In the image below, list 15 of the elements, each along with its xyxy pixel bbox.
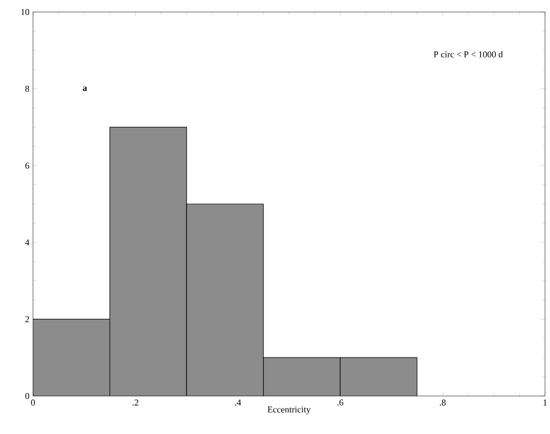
y-tick-label: 2 (25, 316, 29, 322)
x-tick-label: .8 (440, 400, 446, 406)
x-tick-label: .4 (235, 400, 242, 406)
annotation: a (82, 86, 87, 91)
y-tick-label: 6 (25, 162, 30, 169)
x-tick-label: 0 (31, 400, 35, 406)
annotation: P circ < P < 1000 d (434, 51, 503, 58)
y-tick-label: 0 (25, 392, 30, 400)
x-axis-title: Eccentricity (268, 406, 311, 414)
y-tick-label: 10 (21, 8, 30, 16)
y-tick-label: 8 (25, 86, 30, 92)
x-tick-label: 1 (544, 400, 547, 406)
x-tick-label: .6 (337, 400, 344, 406)
y-tick-label: 4 (25, 239, 30, 246)
x-tick-label: .2 (132, 400, 138, 406)
